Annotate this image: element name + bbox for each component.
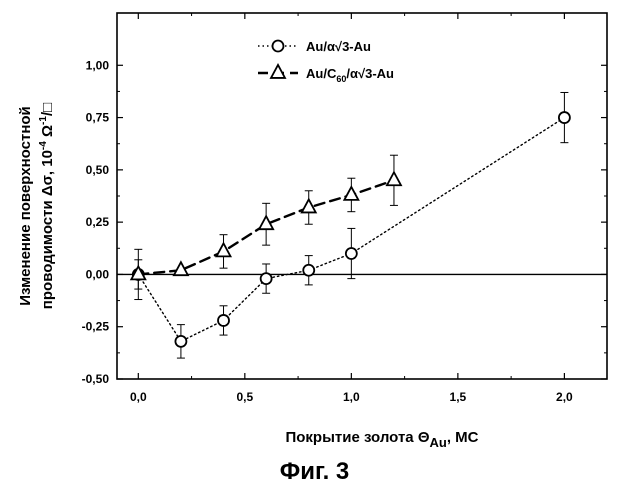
x-tick-label: 1,0 bbox=[343, 390, 360, 404]
x-tick-label: 0,0 bbox=[130, 390, 147, 404]
legend-label: Au/α√3-Au bbox=[306, 39, 371, 54]
y-tick-label: 1,00 bbox=[86, 58, 110, 72]
data-point-triangle bbox=[271, 65, 285, 78]
data-point-triangle bbox=[217, 243, 231, 256]
data-point-triangle bbox=[344, 187, 358, 200]
x-tick-label: 0,5 bbox=[236, 390, 253, 404]
data-point-circle bbox=[175, 336, 186, 347]
y-tick-label: -0,25 bbox=[82, 320, 110, 334]
axes: 0,0 0,5 1,0 1,5 2,0 -0,50 -0,25 0,00 0,25 0,50 0,7… bbox=[82, 13, 607, 404]
y-axis-title-line2: проводимости Δσ, 10-4 Ω-1/□ bbox=[38, 103, 56, 309]
x-axis-title: Покрытие золота ΘAu, МС bbox=[285, 429, 478, 450]
data-point-circle bbox=[273, 41, 284, 52]
y-tick-label: 0,25 bbox=[86, 215, 110, 229]
y-tick-label: 0,50 bbox=[86, 163, 110, 177]
x-tick-label: 1,5 bbox=[450, 390, 467, 404]
legend: Au/α√3-Au Au/C60/α√3-Au bbox=[258, 39, 394, 84]
y-axis-title-line1: Изменение поверхностной bbox=[17, 106, 34, 306]
data-point-circle bbox=[261, 273, 272, 284]
y-tick-label: 0,00 bbox=[86, 267, 110, 281]
data-point-triangle bbox=[387, 172, 401, 185]
data-point-circle bbox=[303, 265, 314, 276]
data-point-circle bbox=[559, 112, 570, 123]
series-layer bbox=[131, 92, 570, 358]
y-tick-label: 0,75 bbox=[86, 111, 110, 125]
data-point-circle bbox=[346, 248, 357, 259]
legend-label: Au/C60/α√3-Au bbox=[306, 66, 394, 84]
figure-caption: Фиг. 3 bbox=[0, 458, 629, 486]
data-point-circle bbox=[218, 315, 229, 326]
series-au bbox=[133, 92, 570, 358]
chart: 0,0 0,5 1,0 1,5 2,0 -0,50 -0,25 0,00 0,25 0,50 0,7… bbox=[0, 0, 629, 455]
x-tick-label: 2,0 bbox=[556, 390, 573, 404]
y-tick-label: -0,50 bbox=[82, 372, 110, 386]
